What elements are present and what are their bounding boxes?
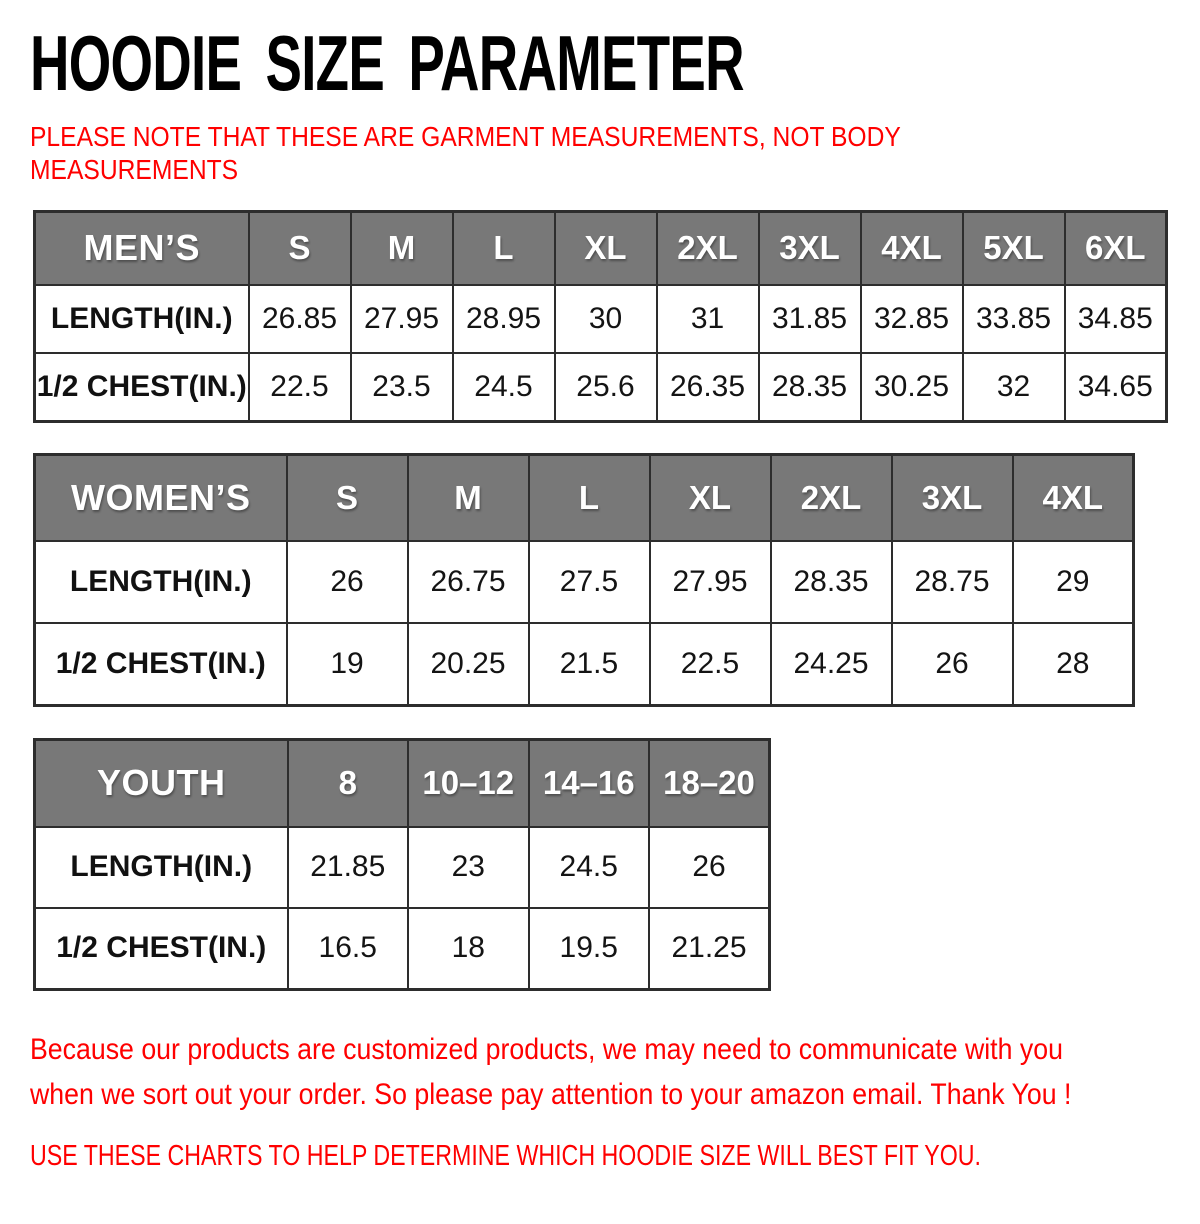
value-cell: 34.85 bbox=[1063, 283, 1168, 354]
size-header-cell: 4XL bbox=[1011, 453, 1135, 542]
value-cell: 21.5 bbox=[527, 621, 651, 707]
value-cell: 28 bbox=[1011, 621, 1135, 707]
value-cell: 29 bbox=[1011, 539, 1135, 624]
value-cell: 26 bbox=[285, 539, 409, 624]
size-header-cell: 8 bbox=[286, 738, 409, 828]
value-cell: 21.25 bbox=[648, 906, 771, 991]
size-header-cell: XL bbox=[648, 453, 772, 542]
size-header-cell: 2XL bbox=[655, 210, 760, 286]
value-cell: 19.5 bbox=[527, 906, 650, 991]
value-cell: 33.85 bbox=[961, 283, 1066, 354]
value-cell: 27.95 bbox=[648, 539, 772, 624]
value-cell: 30.25 bbox=[859, 351, 964, 423]
table-title-cell: YOUTH bbox=[33, 738, 289, 828]
size-header-cell: 6XL bbox=[1063, 210, 1168, 286]
value-cell: 28.35 bbox=[757, 351, 862, 423]
footer-custom-products-line-1: Because our products are customized prod… bbox=[30, 1032, 1063, 1066]
size-header-cell: 3XL bbox=[757, 210, 862, 286]
row-label-cell: LENGTH(IN.) bbox=[33, 539, 288, 624]
size-header-cell: S bbox=[285, 453, 409, 542]
footer-use-charts-line: USE THESE CHARTS TO HELP DETERMINE WHICH… bbox=[30, 1139, 981, 1172]
size-header-cell: XL bbox=[553, 210, 658, 286]
row-label-cell: 1/2 CHEST(IN.) bbox=[33, 906, 289, 991]
size-header-cell: 5XL bbox=[961, 210, 1066, 286]
size-header-cell: 2XL bbox=[769, 453, 893, 542]
size-header-cell: L bbox=[451, 210, 556, 286]
size-header-cell: S bbox=[247, 210, 352, 286]
table-title-cell: MEN’S bbox=[33, 210, 250, 286]
page-title: HOODIE SIZE PARAMETER bbox=[30, 19, 1200, 107]
value-cell: 31 bbox=[655, 283, 760, 354]
value-cell: 20.25 bbox=[406, 621, 530, 707]
garment-measurement-note: PLEASE NOTE THAT THESE ARE GARMENT MEASU… bbox=[30, 120, 1200, 186]
note-line-2: MEASUREMENTS bbox=[30, 153, 239, 185]
header-row: YOUTH 8 10–12 14–16 18–20 bbox=[33, 738, 771, 828]
value-cell: 32.85 bbox=[859, 283, 964, 354]
size-header-cell: 3XL bbox=[890, 453, 1014, 542]
value-cell: 31.85 bbox=[757, 283, 862, 354]
value-cell: 26 bbox=[890, 621, 1014, 707]
youth-size-table: YOUTH 8 10–12 14–16 18–20 LENGTH(IN.) 21.85 23 2… bbox=[33, 737, 771, 991]
table-row: LENGTH(IN.) 21.85 23 24.5 26 bbox=[33, 825, 771, 909]
value-cell: 21.85 bbox=[286, 825, 409, 909]
size-header-cell: L bbox=[527, 453, 651, 542]
page-title-text: HOODIE SIZE PARAMETER bbox=[30, 19, 745, 107]
size-header-cell: M bbox=[406, 453, 530, 542]
womens-size-table: WOMEN’S S M L XL 2XL 3XL 4XL LENGTH(IN.) 26 26.75 2… bbox=[33, 452, 1135, 707]
table-title-cell: WOMEN’S bbox=[33, 453, 288, 542]
header-row: WOMEN’S S M L XL 2XL 3XL 4XL bbox=[33, 453, 1135, 542]
value-cell: 16.5 bbox=[286, 906, 409, 991]
value-cell: 27.95 bbox=[349, 283, 454, 354]
value-cell: 23.5 bbox=[349, 351, 454, 423]
footer-custom-products-line-2: when we sort out your order. So please p… bbox=[30, 1077, 1072, 1111]
value-cell: 28.75 bbox=[890, 539, 1014, 624]
mens-size-table: MEN’S S M L XL 2XL 3XL 4XL 5XL 6XL LENGTH(IN.) 26.8… bbox=[33, 209, 1168, 423]
size-header-cell: 4XL bbox=[859, 210, 964, 286]
value-cell: 26.85 bbox=[247, 283, 352, 354]
size-chart-page: HOODIE SIZE PARAMETER PLEASE NOTE THAT T… bbox=[0, 19, 1200, 1224]
value-cell: 18 bbox=[407, 906, 530, 991]
value-cell: 28.95 bbox=[451, 283, 556, 354]
value-cell: 24.5 bbox=[451, 351, 556, 423]
value-cell: 19 bbox=[285, 621, 409, 707]
value-cell: 26.35 bbox=[655, 351, 760, 423]
header-row: MEN’S S M L XL 2XL 3XL 4XL 5XL 6XL bbox=[33, 210, 1168, 286]
table-row: LENGTH(IN.) 26 26.75 27.5 27.95 28.35 28.75 29 bbox=[33, 539, 1135, 624]
table-row: LENGTH(IN.) 26.85 27.95 28.95 30 31 31.85 32.85… bbox=[33, 283, 1168, 354]
value-cell: 24.5 bbox=[527, 825, 650, 909]
row-label-cell: LENGTH(IN.) bbox=[33, 825, 289, 909]
value-cell: 28.35 bbox=[769, 539, 893, 624]
value-cell: 24.25 bbox=[769, 621, 893, 707]
value-cell: 27.5 bbox=[527, 539, 651, 624]
size-header-cell: M bbox=[349, 210, 454, 286]
value-cell: 30 bbox=[553, 283, 658, 354]
row-label-cell: 1/2 CHEST(IN.) bbox=[33, 621, 288, 707]
size-header-cell: 10–12 bbox=[407, 738, 530, 828]
value-cell: 23 bbox=[407, 825, 530, 909]
value-cell: 34.65 bbox=[1063, 351, 1168, 423]
size-header-cell: 14–16 bbox=[527, 738, 650, 828]
value-cell: 22.5 bbox=[648, 621, 772, 707]
row-label-cell: 1/2 CHEST(IN.) bbox=[33, 351, 250, 423]
size-header-cell: 18–20 bbox=[648, 738, 771, 828]
value-cell: 22.5 bbox=[247, 351, 352, 423]
table-row: 1/2 CHEST(IN.) 19 20.25 21.5 22.5 24.25 26 28 bbox=[33, 621, 1135, 707]
table-row: 1/2 CHEST(IN.) 16.5 18 19.5 21.25 bbox=[33, 906, 771, 991]
value-cell: 26.75 bbox=[406, 539, 530, 624]
value-cell: 26 bbox=[648, 825, 771, 909]
value-cell: 32 bbox=[961, 351, 1066, 423]
value-cell: 25.6 bbox=[553, 351, 658, 423]
row-label-cell: LENGTH(IN.) bbox=[33, 283, 250, 354]
table-row: 1/2 CHEST(IN.) 22.5 23.5 24.5 25.6 26.35 28.35… bbox=[33, 351, 1168, 423]
footer-notes: Because our products are customized prod… bbox=[30, 1027, 1200, 1173]
note-line-1: PLEASE NOTE THAT THESE ARE GARMENT MEASU… bbox=[30, 120, 901, 152]
